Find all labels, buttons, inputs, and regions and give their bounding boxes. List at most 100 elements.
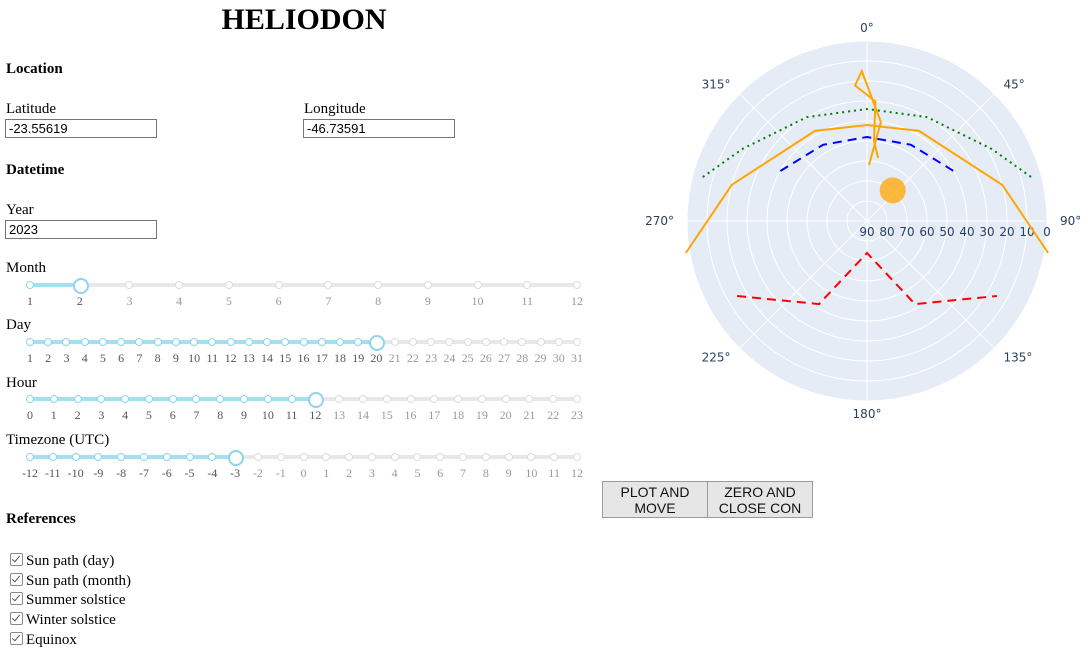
slider-step-dot[interactable] <box>80 338 89 346</box>
slider-mark-label[interactable]: 11 <box>285 408 298 422</box>
slider-step-dot[interactable] <box>335 338 344 346</box>
slider-step-dot[interactable] <box>185 453 194 461</box>
slider-mark-label[interactable]: 9 <box>172 351 179 365</box>
slider-mark-label[interactable]: 1 <box>50 408 57 422</box>
slider-mark-label[interactable]: 5 <box>414 466 421 480</box>
slider-mark-label[interactable]: 25 <box>461 351 474 365</box>
slider-mark-label[interactable]: 6 <box>169 408 176 422</box>
longitude-field[interactable]: -46.73591 <box>303 119 455 138</box>
slider-mark-label[interactable]: 19 <box>475 408 488 422</box>
slider-mark-label[interactable]: 4 <box>81 351 88 365</box>
slider-mark-label[interactable]: 1 <box>323 466 330 480</box>
checkbox-summer-solstice[interactable] <box>10 592 23 605</box>
slider-step-dot[interactable] <box>26 281 34 289</box>
slider-mark-label[interactable]: 6 <box>275 294 282 308</box>
slider-mark-label[interactable]: 10 <box>188 351 201 365</box>
slider-mark-label[interactable]: 8 <box>482 466 489 480</box>
slider-step-dot[interactable] <box>317 338 326 346</box>
slider-step-dot[interactable] <box>299 453 308 461</box>
slider-step-dot[interactable] <box>224 281 233 289</box>
year-field[interactable]: 2023 <box>5 220 157 239</box>
slider-mark-label[interactable]: 11 <box>206 351 219 365</box>
slider-mark-label[interactable]: 23 <box>425 351 438 365</box>
checkbox-sun-path-month[interactable] <box>10 573 23 586</box>
slider-step-dot[interactable] <box>550 453 559 461</box>
slider-mark-label[interactable]: 11 <box>521 294 534 308</box>
slider-mark-label[interactable]: 10 <box>471 294 484 308</box>
slider-mark-label[interactable]: 27 <box>498 351 511 365</box>
slider-step-dot[interactable] <box>436 453 445 461</box>
slider-mark-label[interactable]: 7 <box>460 466 467 480</box>
slider-mark-label[interactable]: 3 <box>368 466 375 480</box>
slider-mark-label[interactable]: 3 <box>126 294 133 308</box>
slider-mark-label[interactable]: 2 <box>74 408 81 422</box>
slider-step-dot[interactable] <box>367 453 376 461</box>
slider-mark-label[interactable]: 22 <box>406 351 419 365</box>
slider-mark-label[interactable]: 11 <box>548 466 560 480</box>
slider-mark-label[interactable]: 15 <box>380 408 393 422</box>
slider-mark-label[interactable]: -1 <box>275 466 286 480</box>
slider-step-dot[interactable] <box>481 453 490 461</box>
slider-step-dot[interactable] <box>171 338 180 346</box>
slider-mark-label[interactable]: -8 <box>116 466 127 480</box>
slider-mark-label[interactable]: 16 <box>404 408 417 422</box>
slider-mark-label[interactable]: 21 <box>388 351 401 365</box>
slider-mark-label[interactable]: 5 <box>145 408 152 422</box>
slider-mark-label[interactable]: 18 <box>452 408 465 422</box>
slider-step-dot[interactable] <box>390 453 399 461</box>
slider-step-dot[interactable] <box>430 395 439 403</box>
slider-step-dot[interactable] <box>44 338 53 346</box>
slider-step-dot[interactable] <box>500 338 509 346</box>
slider-step-dot[interactable] <box>244 338 253 346</box>
slider-step-dot[interactable] <box>226 338 235 346</box>
slider-step-dot[interactable] <box>382 395 391 403</box>
slider-step-dot[interactable] <box>573 281 581 289</box>
slider-step-dot[interactable] <box>121 395 130 403</box>
slider-mark-label[interactable]: -7 <box>138 466 149 480</box>
ref-winter-solstice[interactable]: Winter solstice <box>10 611 116 629</box>
slider-mark-label[interactable]: -3 <box>230 466 241 480</box>
slider-mark-label[interactable]: 3 <box>98 408 105 422</box>
slider-step-dot[interactable] <box>208 338 217 346</box>
slider-mark-label[interactable]: 12 <box>224 351 237 365</box>
slider-step-dot[interactable] <box>473 281 482 289</box>
slider-step-dot[interactable] <box>554 338 563 346</box>
slider-track[interactable] <box>30 283 577 287</box>
slider-mark-label[interactable]: 8 <box>375 294 382 308</box>
slider-mark-label[interactable]: 20 <box>499 408 512 422</box>
slider-mark-label[interactable]: -10 <box>67 466 84 480</box>
slider-step-dot[interactable] <box>573 453 581 461</box>
slider-mark-label[interactable]: 26 <box>479 351 492 365</box>
slider-step-dot[interactable] <box>48 453 57 461</box>
slider-mark-label[interactable]: 22 <box>547 408 560 422</box>
slider-step-dot[interactable] <box>139 453 148 461</box>
slider-step-dot[interactable] <box>549 395 558 403</box>
slider-step-dot[interactable] <box>299 338 308 346</box>
slider-step-dot[interactable] <box>216 395 225 403</box>
slider-step-dot[interactable] <box>427 338 436 346</box>
slider-mark-label[interactable]: 3 <box>63 351 70 365</box>
slider-mark-label[interactable]: 17 <box>315 351 328 365</box>
slider-step-dot[interactable] <box>190 338 199 346</box>
slider-step-dot[interactable] <box>390 338 399 346</box>
slider-step-dot[interactable] <box>408 338 417 346</box>
checkbox-winter-solstice[interactable] <box>10 612 23 625</box>
slider-handle[interactable] <box>308 392 325 408</box>
slider-mark-label[interactable]: 5 <box>99 351 106 365</box>
slider-mark-label[interactable]: 0 <box>27 408 33 422</box>
slider-step-dot[interactable] <box>144 395 153 403</box>
slider-mark-label[interactable]: 19 <box>352 351 365 365</box>
slider-step-dot[interactable] <box>573 338 581 346</box>
slider-step-dot[interactable] <box>413 453 422 461</box>
ref-sun-path-month[interactable]: Sun path (month) <box>10 572 131 590</box>
plot-and-move-button[interactable]: PLOT AND MOVE <box>602 481 708 518</box>
checkbox-sun-path-day[interactable] <box>10 553 23 566</box>
slider-step-dot[interactable] <box>49 395 58 403</box>
slider-step-dot[interactable] <box>287 395 296 403</box>
slider-step-dot[interactable] <box>26 395 34 403</box>
slider-mark-label[interactable]: 30 <box>552 351 565 365</box>
slider-step-dot[interactable] <box>501 395 510 403</box>
slider-step-dot[interactable] <box>192 395 201 403</box>
slider-step-dot[interactable] <box>527 453 536 461</box>
slider-step-dot[interactable] <box>94 453 103 461</box>
